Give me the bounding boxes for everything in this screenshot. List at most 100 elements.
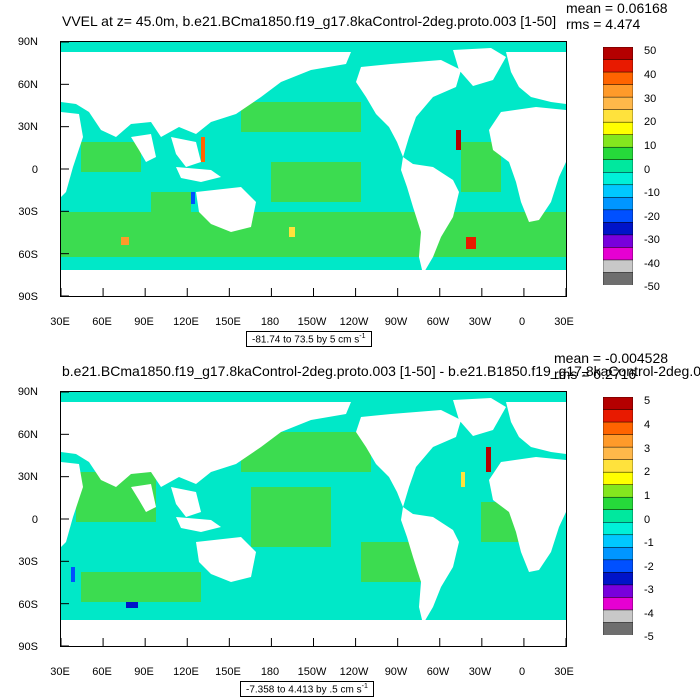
field-patch	[466, 237, 476, 249]
lat-label: 60S	[18, 599, 38, 611]
colorbar-swatch	[602, 209, 634, 223]
colorbar-label: 0	[644, 514, 651, 526]
field-patch	[126, 602, 138, 608]
colorbar-swatch	[602, 509, 634, 523]
colorbar-label: -1	[644, 537, 654, 549]
field-patch	[81, 142, 141, 172]
landmass	[176, 167, 221, 182]
field-patch	[191, 192, 195, 204]
colorbar-swatch	[602, 222, 634, 236]
field-patch	[81, 572, 201, 602]
lon-label: 180	[260, 316, 280, 328]
landmass	[131, 134, 156, 162]
lon-label: 30E	[50, 316, 70, 328]
range-label: -81.74 to 73.5 by 5 cm s-1	[246, 331, 372, 348]
lat-label: 0	[31, 164, 38, 176]
colorbar-swatch	[602, 609, 634, 624]
colorbar-swatch	[602, 484, 634, 498]
colorbar-swatch	[602, 421, 634, 436]
colorbar-label: -2	[644, 561, 654, 573]
landmass	[61, 462, 83, 547]
colorbar-label: -4	[644, 608, 654, 620]
colorbar-svg	[602, 396, 634, 636]
colorbar-swatch	[602, 234, 634, 248]
colorbar-swatch	[602, 597, 634, 611]
lon-label: 150E	[215, 316, 241, 328]
colorbar-swatch	[602, 46, 634, 61]
landmass	[489, 107, 566, 222]
colorbar-swatch	[602, 247, 634, 261]
landmass	[196, 187, 256, 232]
colorbar-swatch	[602, 572, 634, 586]
lon-label: 30W	[468, 316, 492, 328]
colorbar-label: -50	[644, 281, 660, 293]
lon-label: 60E	[92, 316, 112, 328]
field-patch	[201, 137, 205, 162]
field-patch	[486, 447, 491, 472]
mean-value: mean = 0.06168	[566, 0, 668, 16]
lon-label: 120W	[339, 316, 369, 328]
lat-label: 30N	[17, 121, 38, 133]
colorbar-label: 2	[644, 466, 651, 478]
lat-label: 30N	[17, 471, 38, 483]
colorbar-swatch	[602, 84, 634, 98]
lon-label: 30E	[554, 316, 574, 328]
range-label: -7.358 to 4.413 by .5 cm s-1	[240, 681, 374, 698]
field-patch	[241, 102, 361, 132]
colorbar-swatch	[602, 496, 634, 511]
colorbar-swatch	[602, 559, 634, 573]
lon-label: 60E	[92, 666, 112, 678]
landmass	[171, 137, 201, 167]
lat-label: 60N	[17, 429, 38, 441]
lat-label: 90N	[17, 36, 38, 48]
landmass	[401, 507, 459, 624]
colorbar-label: 5	[644, 395, 651, 407]
colorbar-label: 0	[644, 164, 651, 176]
panel-title: b.e21.BCma1850.f19_g17.8kaControl-2deg.p…	[62, 363, 700, 379]
colorbar-swatch	[602, 146, 634, 161]
colorbar-swatch	[602, 446, 634, 461]
landmass	[171, 487, 201, 517]
colorbar-label: 1	[644, 490, 651, 502]
colorbar-label: -20	[644, 211, 660, 223]
field-patch	[289, 227, 295, 237]
colorbar-label: -10	[644, 187, 660, 199]
colorbar-swatch	[602, 172, 634, 186]
landmass	[196, 537, 256, 582]
colorbar-swatch	[602, 59, 634, 73]
colorbar-swatch	[602, 584, 634, 598]
range-unit-exponent: -1	[359, 333, 366, 340]
lat-label: 90N	[17, 386, 38, 398]
landmass	[61, 52, 351, 137]
lon-label: 30E	[50, 666, 70, 678]
lat-label: 60N	[17, 79, 38, 91]
map-svg	[61, 42, 566, 296]
lon-label: 180	[260, 666, 280, 678]
rms-value: rms = 0.2716	[554, 366, 637, 382]
field-patch	[456, 130, 461, 150]
colorbar-swatch	[602, 459, 634, 473]
colorbar-swatch	[602, 434, 634, 448]
colorbar	[602, 396, 634, 636]
landmass	[356, 60, 461, 157]
field-patch	[71, 567, 75, 582]
map-svg	[61, 392, 566, 646]
landmass	[489, 457, 566, 572]
lon-label: 90W	[384, 316, 408, 328]
landmass	[506, 52, 566, 104]
colorbar-swatch	[602, 109, 634, 123]
field-patch	[121, 237, 129, 245]
colorbar-label: 40	[644, 69, 657, 81]
colorbar-swatch	[602, 547, 634, 561]
lon-label: 60W	[426, 666, 450, 678]
range-text: -81.74 to 73.5 by 5 cm s	[252, 334, 360, 346]
map-plot	[60, 391, 567, 647]
landmass	[356, 410, 461, 507]
colorbar-label: -3	[644, 584, 654, 596]
map-plot	[60, 41, 567, 297]
lon-label: 90E	[134, 666, 154, 678]
colorbar-label: 3	[644, 443, 651, 455]
landmass	[131, 484, 156, 512]
landmass	[61, 112, 83, 197]
panel-title: VVEL at z= 45.0m, b.e21.BCma1850.f19_g17…	[62, 13, 557, 29]
